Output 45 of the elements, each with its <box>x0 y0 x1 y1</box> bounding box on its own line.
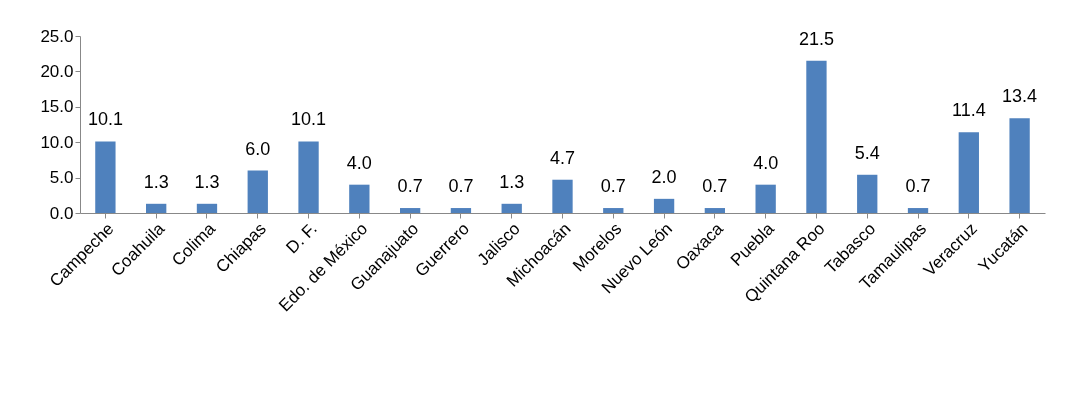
data-label: 2.0 <box>651 166 677 187</box>
data-label: 4.7 <box>549 147 576 168</box>
bar <box>603 208 624 213</box>
x-tick-label: D. F. <box>282 219 321 258</box>
bar <box>857 174 878 213</box>
y-tick-label: 10.0 <box>40 132 74 152</box>
bar <box>349 184 370 213</box>
bar <box>146 203 167 213</box>
bar <box>755 184 776 213</box>
data-label: 5.4 <box>854 142 880 163</box>
bar <box>653 198 675 213</box>
y-tick-label: 5.0 <box>49 168 74 188</box>
data-label: 6.0 <box>245 138 271 159</box>
bar <box>95 141 116 213</box>
bar <box>196 203 218 213</box>
data-label: 1.3 <box>499 171 525 192</box>
data-label: 10.1 <box>291 109 327 130</box>
bar <box>552 179 573 213</box>
bar <box>704 208 726 213</box>
y-tick-label: 25.0 <box>40 26 74 46</box>
bar <box>247 170 268 213</box>
y-tick-label: 15.0 <box>40 97 74 117</box>
y-tick-label: 0.0 <box>49 203 74 223</box>
bar <box>298 141 319 213</box>
data-label: 0.7 <box>448 176 474 197</box>
data-label: 11.4 <box>951 100 986 121</box>
bar <box>958 132 979 213</box>
data-label: 13.4 <box>1002 86 1038 107</box>
data-label: 10.1 <box>87 109 123 130</box>
bar <box>806 60 827 213</box>
bar <box>907 208 929 213</box>
data-label: 4.0 <box>753 152 779 173</box>
data-label: 0.7 <box>702 176 728 197</box>
data-label: 1.3 <box>143 171 169 192</box>
data-label: 0.7 <box>397 176 423 197</box>
data-label: 0.7 <box>905 176 931 197</box>
data-label: 4.0 <box>346 152 372 173</box>
bar <box>450 208 472 213</box>
bar <box>399 208 421 213</box>
data-label: 1.3 <box>194 171 220 192</box>
bar <box>1009 118 1030 213</box>
y-tick-label: 20.0 <box>40 61 74 81</box>
bar <box>501 203 522 213</box>
data-label: 0.7 <box>600 176 626 197</box>
data-label: 21.5 <box>798 28 834 49</box>
